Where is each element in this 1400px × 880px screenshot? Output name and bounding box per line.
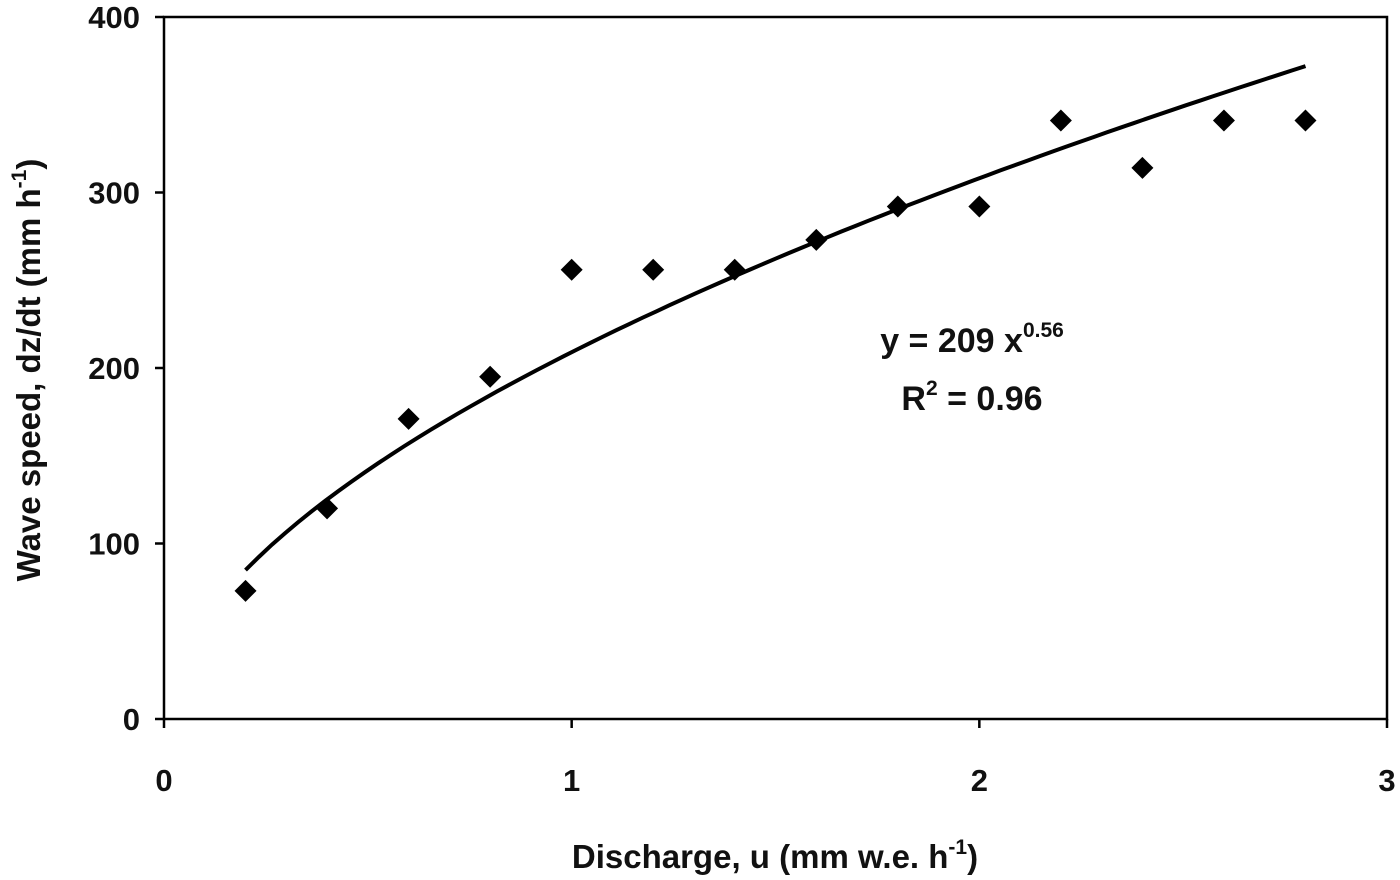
data-point-diamond bbox=[1049, 109, 1072, 132]
data-point-diamond bbox=[1212, 109, 1235, 132]
data-point-diamond bbox=[397, 407, 420, 430]
fit-equation: y = 209 x0.56 bbox=[880, 319, 1064, 360]
data-point-diamond bbox=[316, 497, 339, 520]
data-point-diamond bbox=[234, 579, 257, 602]
data-point-diamond bbox=[642, 258, 665, 281]
x-axis-ticks: 0 1 2 3 bbox=[155, 719, 1396, 798]
power-fit-curve bbox=[244, 64, 1307, 572]
data-point-diamond bbox=[968, 195, 991, 218]
y-tick-label: 100 bbox=[88, 527, 140, 562]
x-tick-label: 2 bbox=[971, 763, 988, 798]
data-point-diamond bbox=[560, 258, 583, 281]
x-tick-label: 1 bbox=[563, 763, 580, 798]
x-axis-title: Discharge, u (mm w.e. h-1) bbox=[572, 836, 978, 875]
y-axis-title: Wave speed, dz/dt (mm h-1) bbox=[8, 159, 47, 582]
data-point-diamond bbox=[1131, 156, 1154, 179]
data-point-diamond bbox=[723, 258, 746, 281]
x-tick-label: 3 bbox=[1378, 763, 1395, 798]
data-point-diamond bbox=[1294, 109, 1317, 132]
r-squared: R2 = 0.96 bbox=[901, 377, 1042, 418]
y-tick-label: 300 bbox=[88, 176, 140, 211]
plot-area bbox=[162, 15, 1389, 721]
data-point-diamond bbox=[805, 228, 828, 251]
x-tick-label: 0 bbox=[155, 763, 172, 798]
data-point-diamond bbox=[886, 195, 909, 218]
y-tick-label: 400 bbox=[88, 0, 140, 35]
data-points bbox=[234, 109, 1317, 602]
y-axis-ticks: 0 100 200 300 400 bbox=[88, 0, 164, 737]
y-tick-label: 0 bbox=[123, 702, 140, 737]
y-tick-label: 200 bbox=[88, 351, 140, 386]
data-point-diamond bbox=[479, 365, 502, 388]
